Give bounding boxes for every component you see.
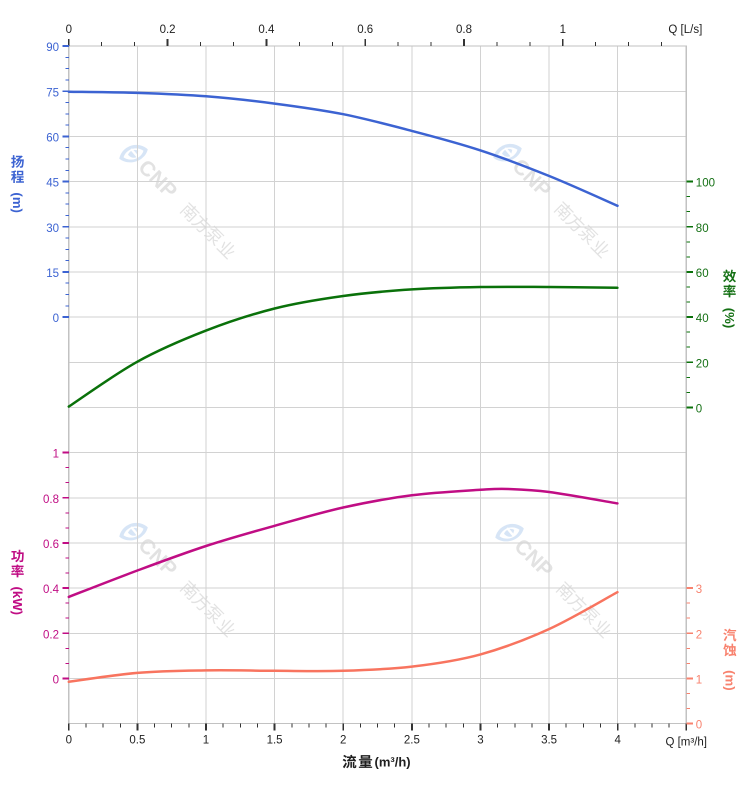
- svg-text:90: 90: [46, 42, 59, 54]
- svg-text:45: 45: [46, 178, 59, 190]
- svg-text:3: 3: [477, 735, 483, 747]
- svg-text:60: 60: [46, 132, 59, 144]
- svg-text:75: 75: [46, 87, 59, 99]
- svg-text:100: 100: [696, 178, 715, 190]
- svg-text:0.8: 0.8: [456, 24, 472, 36]
- svg-text:1: 1: [53, 449, 59, 461]
- svg-text:(m³/h): (m³/h): [375, 755, 411, 770]
- svg-text:60: 60: [696, 268, 709, 280]
- svg-text:80: 80: [696, 223, 709, 235]
- svg-text:0.6: 0.6: [357, 24, 373, 36]
- svg-text:20: 20: [696, 358, 709, 370]
- svg-text:2: 2: [340, 735, 346, 747]
- svg-text:4: 4: [614, 735, 621, 747]
- svg-text:0: 0: [66, 24, 72, 36]
- svg-text:15: 15: [46, 268, 59, 280]
- svg-text:0.4: 0.4: [43, 584, 60, 596]
- svg-text:1: 1: [203, 735, 209, 747]
- svg-text:0: 0: [53, 313, 59, 325]
- svg-text:2: 2: [696, 629, 702, 641]
- svg-text:0: 0: [696, 403, 702, 415]
- svg-text:Q [L/s]: Q [L/s]: [668, 24, 702, 36]
- svg-text:(%): (%): [722, 308, 737, 329]
- svg-text:1.5: 1.5: [267, 735, 283, 747]
- svg-text:0.2: 0.2: [43, 629, 59, 641]
- svg-text:0.2: 0.2: [160, 24, 176, 36]
- svg-text:0: 0: [696, 720, 702, 732]
- svg-text:0.6: 0.6: [43, 539, 59, 551]
- svg-text:0: 0: [53, 674, 59, 686]
- svg-text:40: 40: [696, 313, 709, 325]
- svg-text:Q [m³/h]: Q [m³/h]: [665, 737, 707, 749]
- svg-text:(m): (m): [10, 192, 25, 213]
- svg-text:3: 3: [696, 584, 702, 596]
- svg-text:0.4: 0.4: [258, 24, 275, 36]
- svg-text:1: 1: [696, 674, 702, 686]
- svg-text:(kW): (kW): [10, 587, 25, 616]
- svg-text:0: 0: [66, 735, 72, 747]
- svg-text:1: 1: [560, 24, 566, 36]
- svg-text:30: 30: [46, 223, 59, 235]
- svg-text:(m): (m): [722, 670, 737, 691]
- svg-text:0.8: 0.8: [43, 494, 59, 506]
- svg-text:3.5: 3.5: [541, 735, 557, 747]
- svg-text:2.5: 2.5: [404, 735, 420, 747]
- svg-text:0.5: 0.5: [129, 735, 145, 747]
